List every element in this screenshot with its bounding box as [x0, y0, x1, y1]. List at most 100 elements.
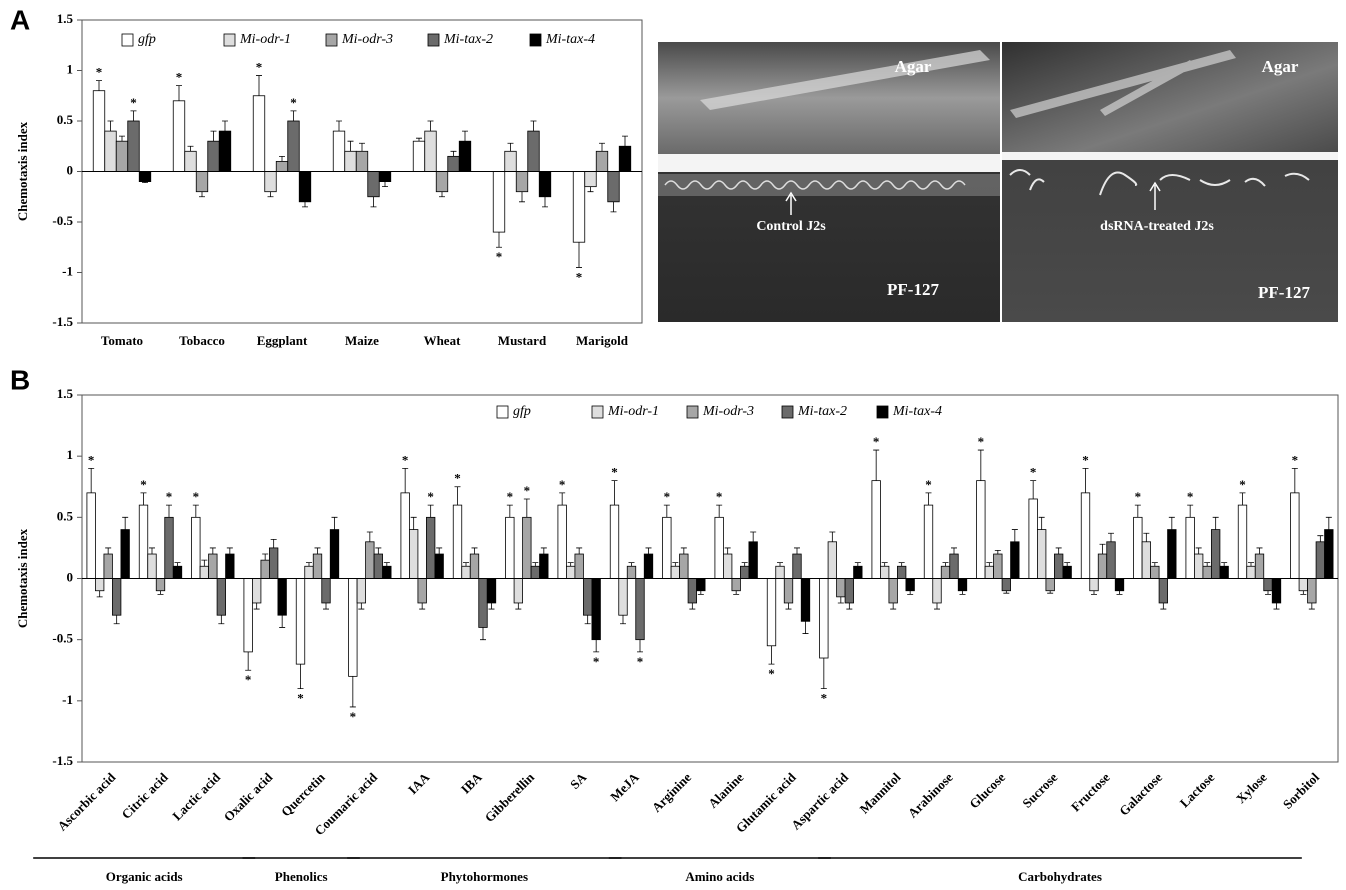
bar — [199, 565, 209, 579]
bar — [86, 492, 96, 579]
error-bar — [1038, 516, 1045, 530]
error-bar — [187, 145, 194, 152]
bar — [723, 553, 733, 579]
error-bar — [951, 547, 957, 555]
error-bar — [439, 191, 445, 198]
bar — [993, 553, 1003, 579]
panel-label: A — [10, 4, 30, 35]
bar — [492, 171, 506, 233]
y-axis-label: Chemotaxis index — [15, 528, 30, 628]
bar — [164, 516, 174, 579]
bar — [853, 565, 863, 579]
error-bar — [107, 120, 114, 132]
bar — [260, 559, 270, 579]
error-bar — [890, 602, 897, 610]
bar — [714, 516, 724, 579]
bar — [566, 565, 576, 579]
error-bar — [323, 602, 329, 610]
error-bar — [1239, 492, 1246, 506]
bar — [505, 516, 515, 579]
error-bar — [270, 538, 277, 548]
interface-left — [658, 154, 1000, 172]
bar — [538, 171, 552, 198]
y-tick-label: 1.5 — [57, 11, 74, 26]
group-label: Phenolics — [275, 869, 328, 884]
bar — [607, 171, 620, 203]
bar — [382, 565, 392, 579]
error-bar — [157, 590, 164, 595]
error-bar — [267, 191, 274, 198]
error-bar — [226, 547, 233, 555]
x-tick-label: Lactose — [1177, 769, 1218, 810]
bar — [172, 100, 186, 172]
x-tick-label: Eggplant — [257, 333, 308, 348]
bar — [1246, 565, 1256, 579]
bar — [1237, 504, 1248, 579]
bar — [1185, 516, 1195, 579]
error-bar — [218, 615, 225, 625]
error-bar — [1011, 529, 1018, 542]
error-bar — [802, 621, 809, 634]
bar — [252, 578, 262, 604]
error-bar — [496, 232, 502, 248]
x-tick-label: Lactic acid — [169, 769, 223, 823]
bar — [112, 578, 122, 616]
error-bar — [611, 480, 618, 506]
x-tick-label: IAA — [405, 769, 433, 797]
error-bar — [297, 664, 304, 689]
error-bar — [130, 110, 137, 121]
x-tick-label: SA — [567, 769, 590, 792]
error-bar — [881, 562, 888, 567]
bar — [1010, 541, 1020, 579]
x-tick-label: Tomato — [101, 333, 143, 348]
error-bar — [1160, 602, 1167, 610]
significance-mark: * — [559, 477, 566, 492]
error-bar — [542, 196, 548, 208]
error-bar — [96, 80, 102, 91]
significance-mark: * — [350, 709, 357, 724]
significance-mark: * — [1187, 489, 1194, 504]
bar — [147, 553, 157, 579]
error-bar — [515, 602, 522, 610]
x-tick-label: Gibberellin — [482, 769, 538, 825]
bar — [435, 171, 449, 193]
error-bar — [584, 615, 591, 625]
error-bar — [201, 559, 208, 567]
error-bar — [768, 645, 775, 665]
significance-mark: * — [637, 654, 644, 669]
significance-mark: * — [576, 269, 583, 284]
x-tick-label: Alanine — [705, 769, 746, 810]
error-bar — [454, 486, 461, 506]
photo-label: Agar — [895, 57, 932, 76]
error-bar — [1265, 590, 1271, 595]
bar — [92, 90, 106, 172]
bar — [1307, 578, 1317, 604]
bar — [1202, 565, 1212, 579]
error-bar — [599, 142, 605, 152]
error-bar — [119, 135, 125, 142]
bar — [426, 516, 436, 579]
significance-mark: * — [427, 489, 434, 504]
bar — [696, 578, 706, 592]
error-bar — [934, 602, 940, 610]
legend-swatch — [781, 405, 794, 419]
error-bar — [977, 449, 984, 481]
bar — [348, 578, 358, 677]
bar — [595, 150, 609, 172]
bar — [1263, 578, 1273, 592]
error-bar — [1204, 562, 1211, 567]
reflection — [1010, 50, 1236, 118]
error-bar — [302, 201, 308, 208]
bar — [127, 120, 140, 172]
bar — [225, 553, 235, 579]
error-bar — [192, 504, 199, 518]
bar — [923, 504, 934, 579]
error-bar — [785, 602, 792, 610]
bar — [662, 516, 672, 579]
error-bar — [1108, 532, 1114, 542]
bar — [888, 578, 898, 604]
bar — [191, 516, 201, 579]
error-bar — [347, 140, 354, 152]
error-bar — [942, 562, 949, 567]
y-axis-label: Chemotaxis index — [15, 121, 30, 221]
